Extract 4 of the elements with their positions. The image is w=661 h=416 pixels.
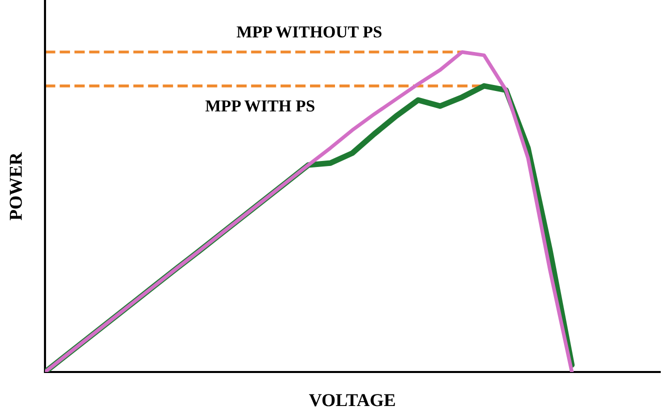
ref-line-label: MPP WITHOUT PS: [236, 26, 382, 38]
ref-line-label: MPP WITH PS: [205, 100, 314, 112]
x-axis-title: VOLTAGE: [309, 394, 395, 406]
y-axis-title: POWER: [10, 152, 22, 220]
